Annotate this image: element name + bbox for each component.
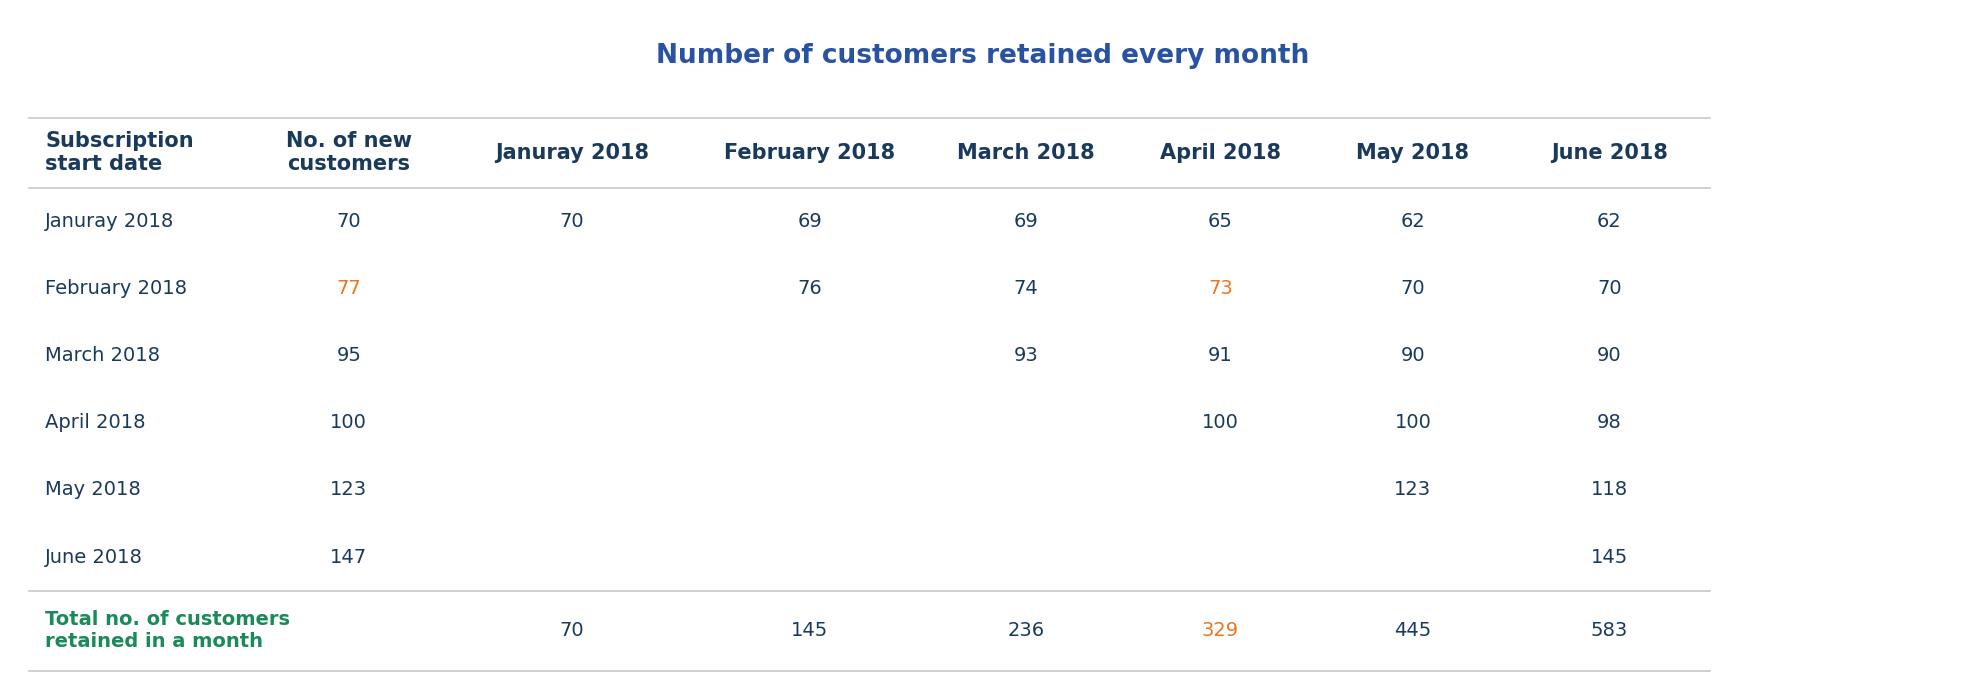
Text: June 2018: June 2018 — [1550, 143, 1667, 163]
Text: February 2018: February 2018 — [45, 279, 187, 298]
Text: 77: 77 — [336, 279, 361, 298]
Text: 73: 73 — [1208, 279, 1231, 298]
Text: March 2018: March 2018 — [45, 346, 161, 365]
Text: May 2018: May 2018 — [45, 480, 141, 500]
Text: No. of new
customers: No. of new customers — [285, 131, 412, 174]
Text: April 2018: April 2018 — [45, 414, 145, 432]
Text: 69: 69 — [1013, 212, 1037, 231]
Text: Number of customers retained every month: Number of customers retained every month — [656, 42, 1308, 69]
Text: Januray 2018: Januray 2018 — [495, 143, 648, 163]
Text: 65: 65 — [1208, 212, 1231, 231]
Text: 583: 583 — [1591, 621, 1626, 640]
Text: 74: 74 — [1013, 279, 1037, 298]
Text: 69: 69 — [797, 212, 821, 231]
Text: 70: 70 — [336, 212, 361, 231]
Text: June 2018: June 2018 — [45, 548, 143, 566]
Text: 70: 70 — [1597, 279, 1620, 298]
Text: 90: 90 — [1400, 346, 1424, 365]
Text: 98: 98 — [1597, 414, 1620, 432]
Text: 62: 62 — [1597, 212, 1620, 231]
Text: 445: 445 — [1394, 621, 1430, 640]
Text: 90: 90 — [1597, 346, 1620, 365]
Text: 145: 145 — [1591, 548, 1626, 566]
Text: March 2018: March 2018 — [956, 143, 1094, 163]
Text: 62: 62 — [1400, 212, 1424, 231]
Text: Subscription
start date: Subscription start date — [45, 131, 194, 174]
Text: 70: 70 — [560, 621, 583, 640]
Text: May 2018: May 2018 — [1355, 143, 1469, 163]
Text: 100: 100 — [330, 414, 367, 432]
Text: 118: 118 — [1591, 480, 1626, 500]
Text: 123: 123 — [1394, 480, 1430, 500]
Text: February 2018: February 2018 — [723, 143, 896, 163]
Text: Januray 2018: Januray 2018 — [45, 212, 175, 231]
Text: 145: 145 — [791, 621, 827, 640]
Text: 123: 123 — [330, 480, 367, 500]
Text: 91: 91 — [1208, 346, 1231, 365]
Text: 76: 76 — [797, 279, 821, 298]
Text: 100: 100 — [1394, 414, 1430, 432]
Text: April 2018: April 2018 — [1159, 143, 1281, 163]
Text: 95: 95 — [336, 346, 361, 365]
Text: 147: 147 — [330, 548, 367, 566]
Text: 70: 70 — [560, 212, 583, 231]
Text: Total no. of customers
retained in a month: Total no. of customers retained in a mon… — [45, 610, 291, 651]
Text: 93: 93 — [1013, 346, 1037, 365]
Text: 100: 100 — [1202, 414, 1237, 432]
Text: 70: 70 — [1400, 279, 1424, 298]
Text: 329: 329 — [1202, 621, 1237, 640]
Text: 236: 236 — [1008, 621, 1043, 640]
